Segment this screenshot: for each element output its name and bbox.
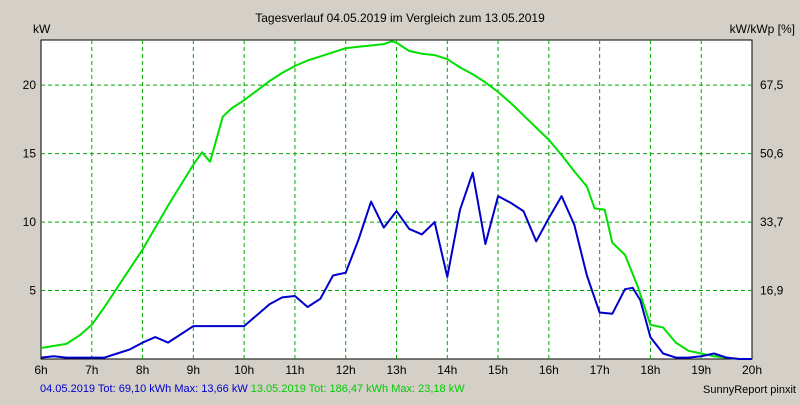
y-tick-label-right: 50,6 [760, 147, 784, 161]
x-tick-label: 11h [285, 363, 304, 377]
x-tick-label: 12h [336, 363, 356, 377]
axis-ticks: 6h 7h 8h 9h 10h 11h 12h 13h 14h 15h 16h 17h 18h 19h 20… [23, 78, 784, 377]
y-tick-label-left: 10 [23, 215, 37, 229]
x-tick-label: 8h [136, 363, 149, 377]
y-tick-label-right: 16,9 [760, 284, 784, 298]
y-tick-label-left: 15 [23, 147, 37, 161]
x-tick-label: 7h [85, 363, 98, 377]
x-tick-label: 20h [742, 363, 762, 377]
chart-title: Tagesverlauf 04.05.2019 im Vergleich zum… [255, 11, 545, 25]
series-line-1 [40, 40, 752, 360]
x-tick-label: 15h [488, 363, 508, 377]
x-tick-label: 14h [437, 363, 457, 377]
x-tick-label: 17h [590, 363, 610, 377]
credit-text: SunnyReport pinxit [703, 384, 796, 396]
footer-summary: 04.05.2019 Tot: 69,10 kWh Max: 13,66 kW … [40, 383, 465, 395]
y-axis-left-label: kW [33, 22, 51, 36]
series-lines [40, 40, 752, 360]
x-tick-label: 19h [691, 363, 711, 377]
series1-summary: 04.05.2019 Tot: 69,10 kWh Max: 13,66 kW [40, 383, 248, 395]
x-tick-label: 13h [386, 363, 406, 377]
y-axis-right-label: kW/kWp [%] [730, 22, 795, 36]
y-tick-label-left: 20 [23, 78, 37, 92]
plot-area [40, 39, 753, 360]
y-tick-label-left: 5 [29, 284, 36, 298]
y-tick-label-right: 33,7 [760, 215, 784, 229]
x-tick-label: 16h [539, 363, 559, 377]
x-tick-label: 18h [640, 363, 660, 377]
series2-summary: 13.05.2019 Tot: 186,47 kWh Max: 23,18 kW [250, 383, 465, 395]
x-tick-label: 9h [187, 363, 200, 377]
x-tick-label: 6h [34, 363, 47, 377]
series-line-2 [40, 171, 752, 360]
y-tick-label-right: 67,5 [760, 78, 784, 92]
x-tick-label: 10h [234, 363, 254, 377]
